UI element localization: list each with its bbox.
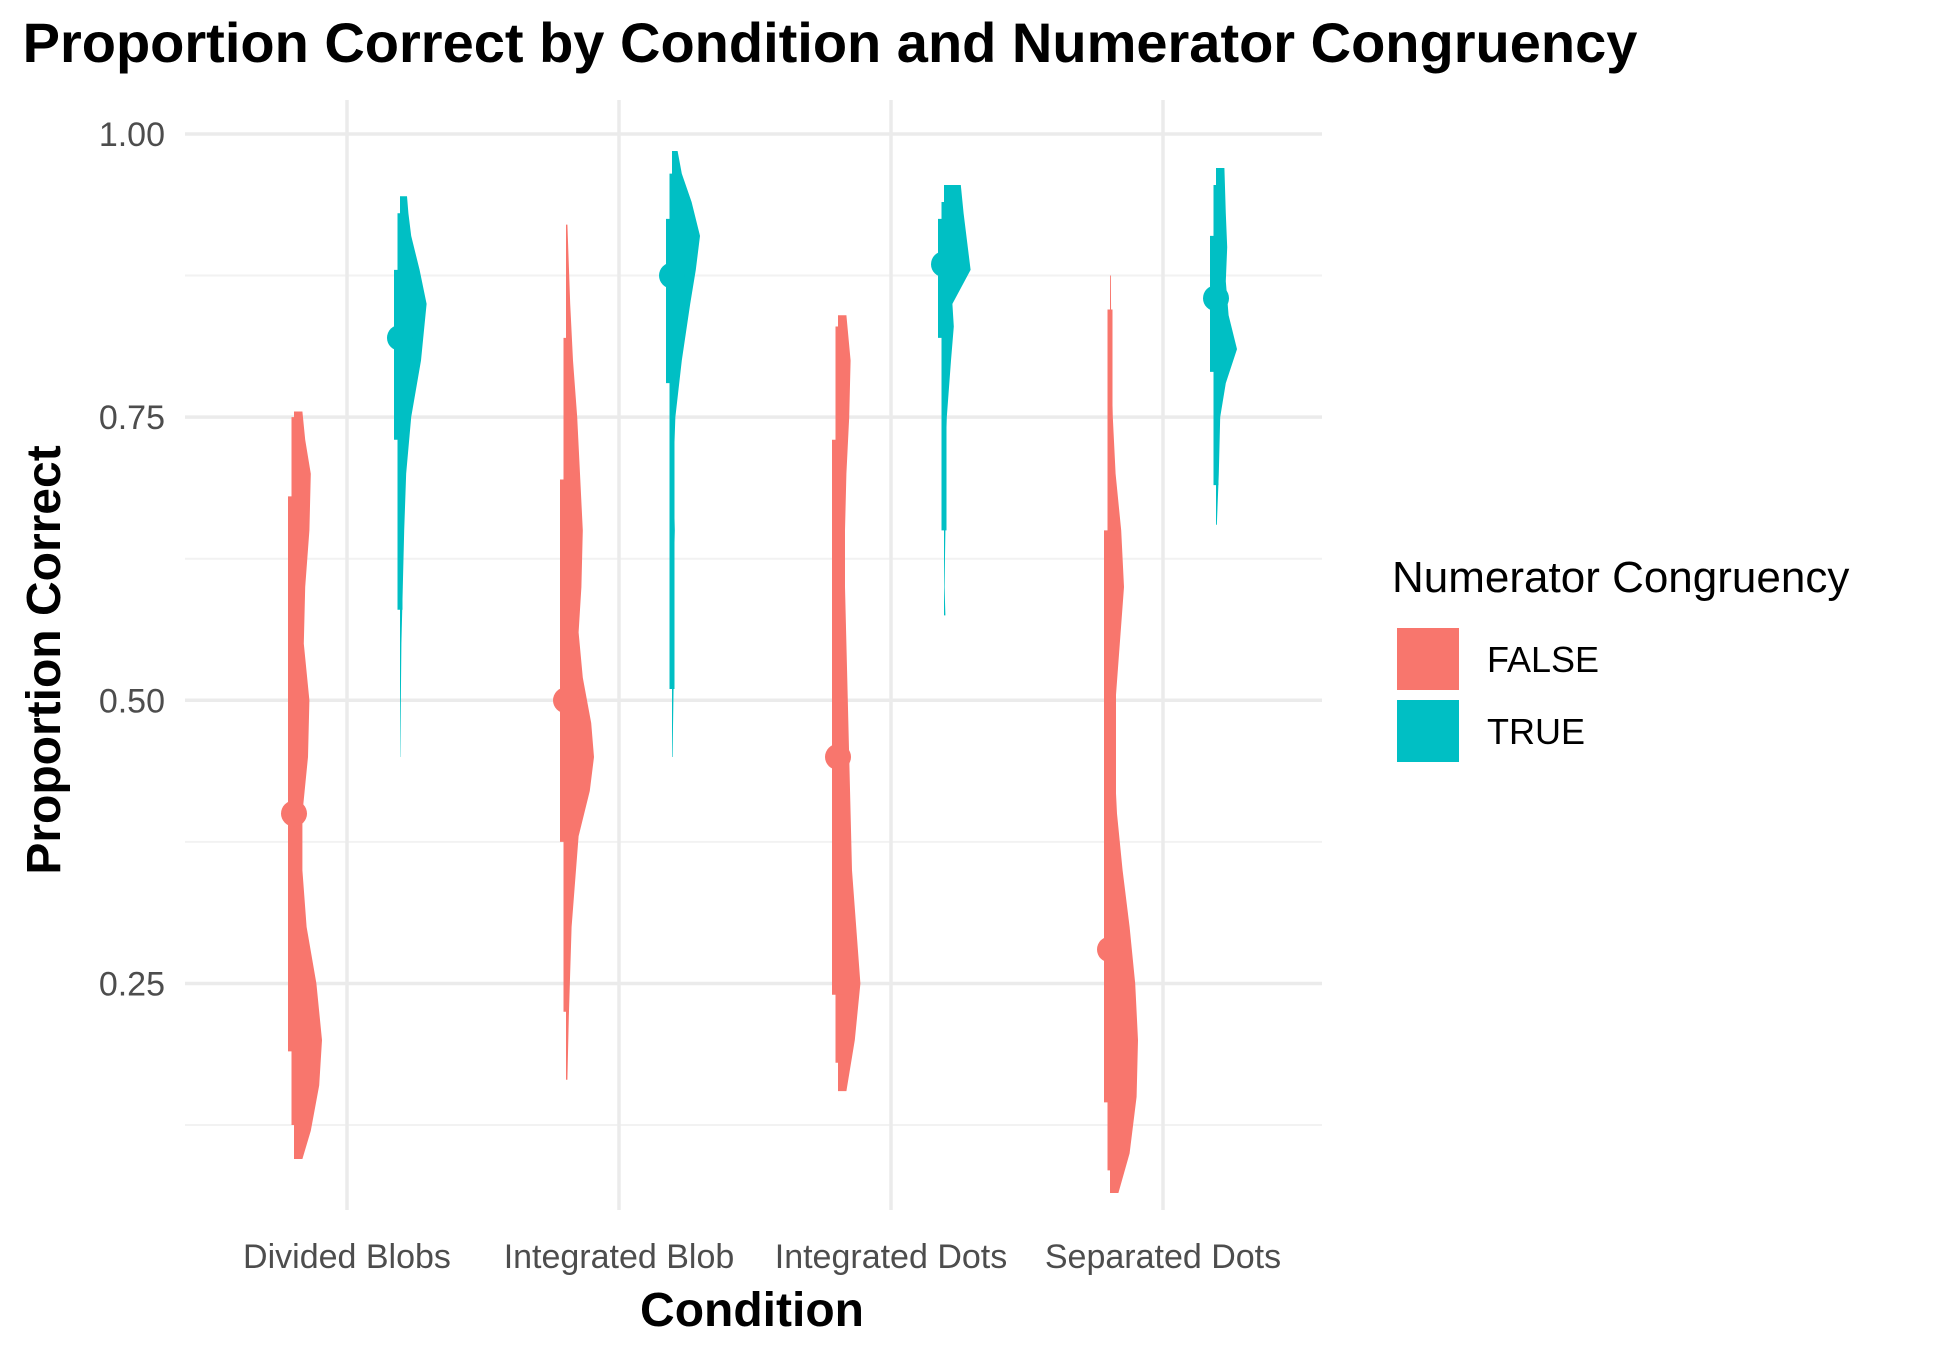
plot-marks [281, 150, 1237, 1194]
x-axis-ticks: Divided Blobs Integrated Blob Integrated D… [243, 1238, 1281, 1276]
median-point [387, 324, 413, 351]
x-tick-label: Separated Dots [1045, 1238, 1281, 1276]
chart-title: Proportion Correct by Condition and Nume… [23, 11, 1638, 74]
legend-title: Numerator Congruency [1392, 553, 1849, 602]
legend-swatch-true [1397, 700, 1459, 762]
x-axis-title: Condition [640, 1284, 864, 1337]
x-tick-label: Integrated Dots [775, 1238, 1007, 1276]
legend-swatch-false [1397, 628, 1459, 690]
raincloud-true [931, 184, 971, 616]
density-half-violin [1110, 275, 1138, 1194]
median-point [281, 800, 307, 827]
raincloud-false [1097, 275, 1138, 1194]
raincloud-false [281, 411, 322, 1160]
median-point [1097, 936, 1123, 963]
x-tick-label: Integrated Blob [504, 1238, 735, 1276]
median-point [553, 687, 579, 714]
density-half-violin [944, 184, 971, 616]
raincloud-true [387, 196, 427, 757]
legend-label-true: TRUE [1487, 711, 1585, 752]
raincloud-true [659, 150, 700, 757]
legend-label-false: FALSE [1487, 639, 1599, 680]
raincloud-true [1203, 167, 1237, 525]
y-axis-title: Proportion Correct [18, 445, 71, 874]
y-tick-label: 0.75 [99, 399, 165, 437]
median-point [1203, 285, 1229, 312]
raincloud-false [553, 224, 594, 1080]
median-point [659, 262, 685, 289]
x-tick-label: Divided Blobs [243, 1238, 451, 1276]
legend: Numerator Congruency FALSE TRUE [1392, 553, 1849, 762]
y-axis-ticks: 0.25 0.50 0.75 1.00 [99, 116, 165, 1003]
y-tick-label: 0.25 [99, 965, 165, 1003]
density-half-violin [672, 150, 700, 757]
legend-items: FALSE TRUE [1397, 628, 1599, 762]
density-half-violin [566, 224, 594, 1080]
y-tick-label: 1.00 [99, 116, 165, 154]
raincloud-false [825, 315, 861, 1092]
density-half-violin [294, 411, 322, 1160]
median-point [931, 251, 957, 278]
median-point [825, 743, 851, 770]
grid [185, 100, 1322, 1210]
y-tick-label: 0.50 [99, 682, 165, 720]
